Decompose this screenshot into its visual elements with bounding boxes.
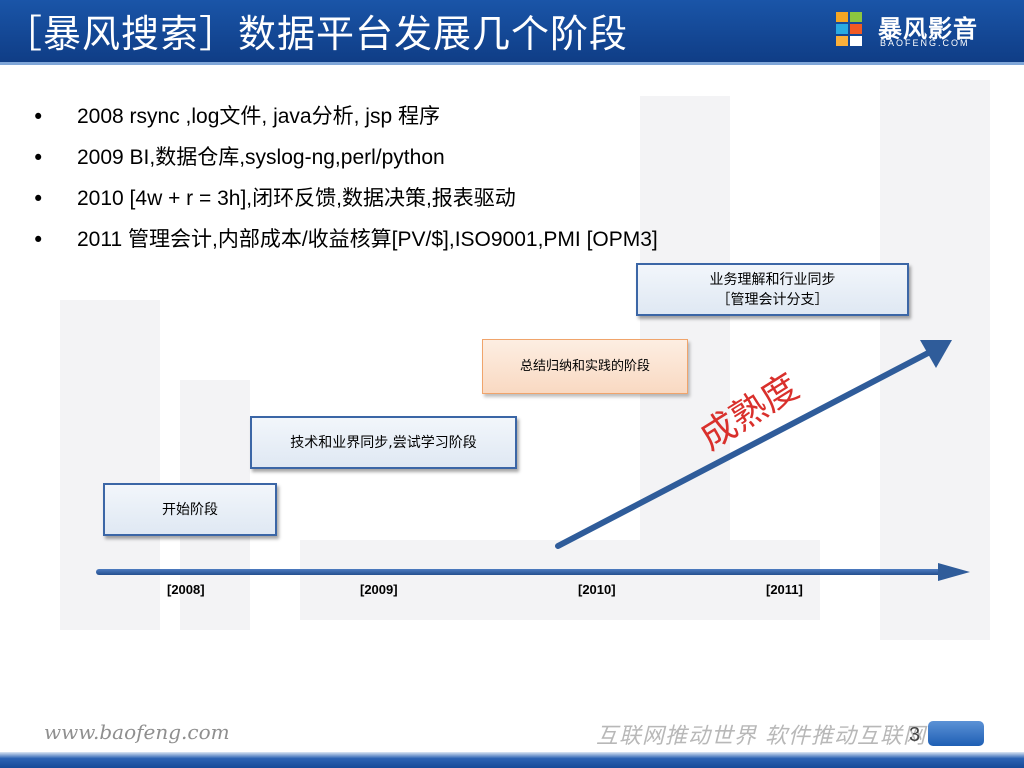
- bullet-dot-icon: •: [32, 105, 45, 129]
- footer-bar: [0, 752, 1024, 768]
- bullet-text: 2010 [4w + r = 3h],闭环反馈,数据决策,报表驱动: [77, 187, 516, 210]
- maturity-arrow: [555, 340, 952, 549]
- bullet-dot-icon: •: [32, 146, 45, 170]
- stage-sublabel: ［管理会计分支］: [716, 291, 829, 308]
- logo-mark-icon: [836, 12, 868, 48]
- bullet-text: 2009 BI,数据仓库,syslog-ng,perl/python: [77, 146, 445, 169]
- footer-url: www.baofeng.com: [44, 720, 230, 744]
- slide-title: ［暴风搜索］数据平台发展几个阶段: [4, 12, 629, 56]
- stage-label: 技术和业界同步,尝试学习阶段: [290, 434, 477, 451]
- logo-subtext: BAOFENG.COM: [880, 38, 970, 48]
- stage-label: 业务理解和行业同步: [709, 271, 836, 288]
- timeline-year-label: [2009]: [360, 582, 398, 597]
- stage-label: 开始阶段: [162, 501, 218, 518]
- stage-box-summary-practice: 总结归纳和实践的阶段: [482, 339, 688, 394]
- stage-label: 总结归纳和实践的阶段: [519, 358, 650, 374]
- page-number: 3: [909, 724, 921, 746]
- footer-slogan: 互联网推动世界 软件推动互联网: [596, 724, 926, 749]
- logo-text: 暴风影音: [878, 15, 978, 43]
- stage-box-start: 开始阶段: [103, 483, 277, 536]
- title-underline: [0, 62, 1024, 65]
- baofeng-logo: 暴风影音 BAOFENG.COM: [836, 10, 1006, 52]
- timeline-year-label: [2010]: [578, 582, 616, 597]
- footer-tab-decoration: [928, 721, 984, 746]
- bullet-text: 2008 rsync ,log文件, java分析, jsp 程序: [77, 105, 440, 128]
- stage-box-tech-sync: 技术和业界同步,尝试学习阶段: [250, 416, 517, 469]
- stage-box-business: 业务理解和行业同步 ［管理会计分支］: [636, 263, 909, 316]
- timeline-arrow: [96, 563, 970, 581]
- bullet-dot-icon: •: [32, 187, 45, 211]
- bullet-text: 2011 管理会计,内部成本/收益核算[PV/$],ISO9001,PMI [O…: [77, 228, 658, 251]
- timeline-year-label: [2008]: [167, 582, 205, 597]
- timeline-year-label: [2011]: [766, 582, 803, 597]
- bullet-dot-icon: •: [32, 228, 45, 252]
- title-bar: ［暴风搜索］数据平台发展几个阶段 暴风影音 BAOFENG.COM: [0, 0, 1024, 62]
- stage-label-group: 业务理解和行业同步 ［管理会计分支］: [710, 270, 836, 310]
